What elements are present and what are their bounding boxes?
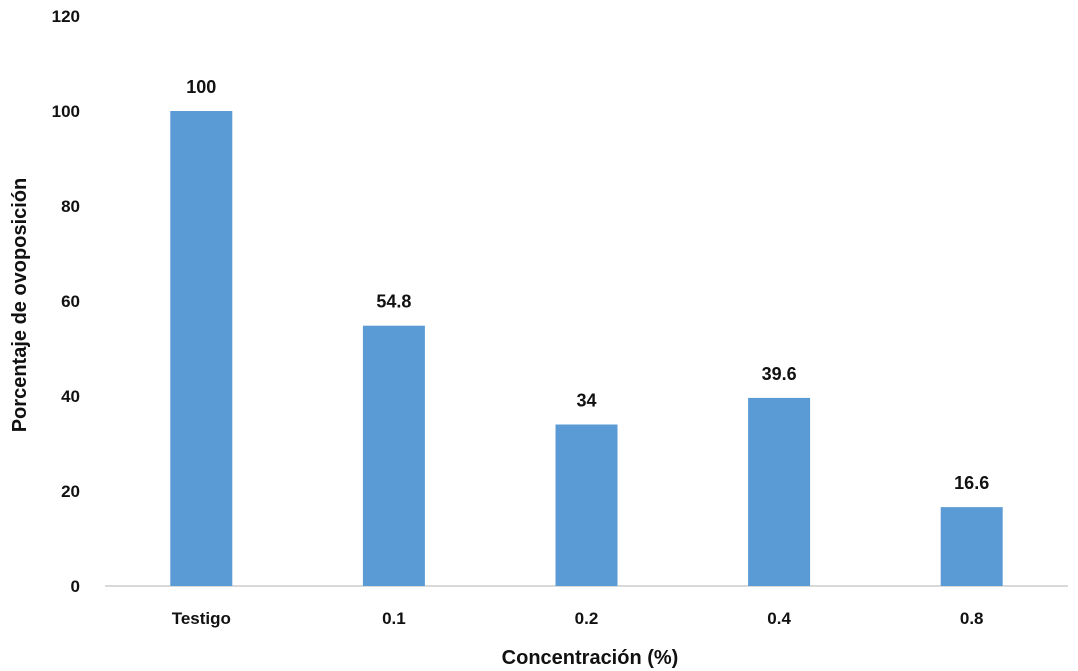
bar	[940, 507, 1003, 586]
y-tick-label: 20	[61, 482, 80, 501]
x-tick-label: 0.8	[960, 609, 984, 628]
data-label: 34	[576, 391, 596, 411]
bar	[170, 111, 233, 586]
data-label: 54.8	[376, 292, 411, 312]
y-tick-label: 80	[61, 197, 80, 216]
y-tick-label: 40	[61, 387, 80, 406]
x-tick-label: Testigo	[172, 609, 231, 628]
y-axis-title: Porcentaje de ovoposición	[9, 178, 31, 433]
y-tick-label: 0	[71, 577, 80, 596]
bar	[748, 397, 811, 586]
y-tick-label: 120	[52, 7, 80, 26]
x-tick-label: 0.1	[382, 609, 406, 628]
y-tick-label: 60	[61, 292, 80, 311]
x-axis-title: Concentración (%)	[502, 647, 679, 669]
data-labels: 100 54.8 34 39.6 16.6	[186, 77, 989, 493]
bars	[170, 111, 1003, 586]
bar	[362, 325, 425, 586]
data-label: 16.6	[954, 473, 989, 493]
x-axis-ticks: Testigo 0.1 0.2 0.4 0.8	[172, 609, 984, 628]
data-label: 39.6	[762, 364, 797, 384]
x-tick-label: 0.2	[575, 609, 599, 628]
bar	[555, 424, 618, 586]
y-tick-label: 100	[52, 102, 80, 121]
y-axis-ticks: 0 20 40 60 80 100 120	[52, 7, 80, 596]
x-tick-label: 0.4	[767, 609, 791, 628]
data-label: 100	[186, 77, 216, 97]
